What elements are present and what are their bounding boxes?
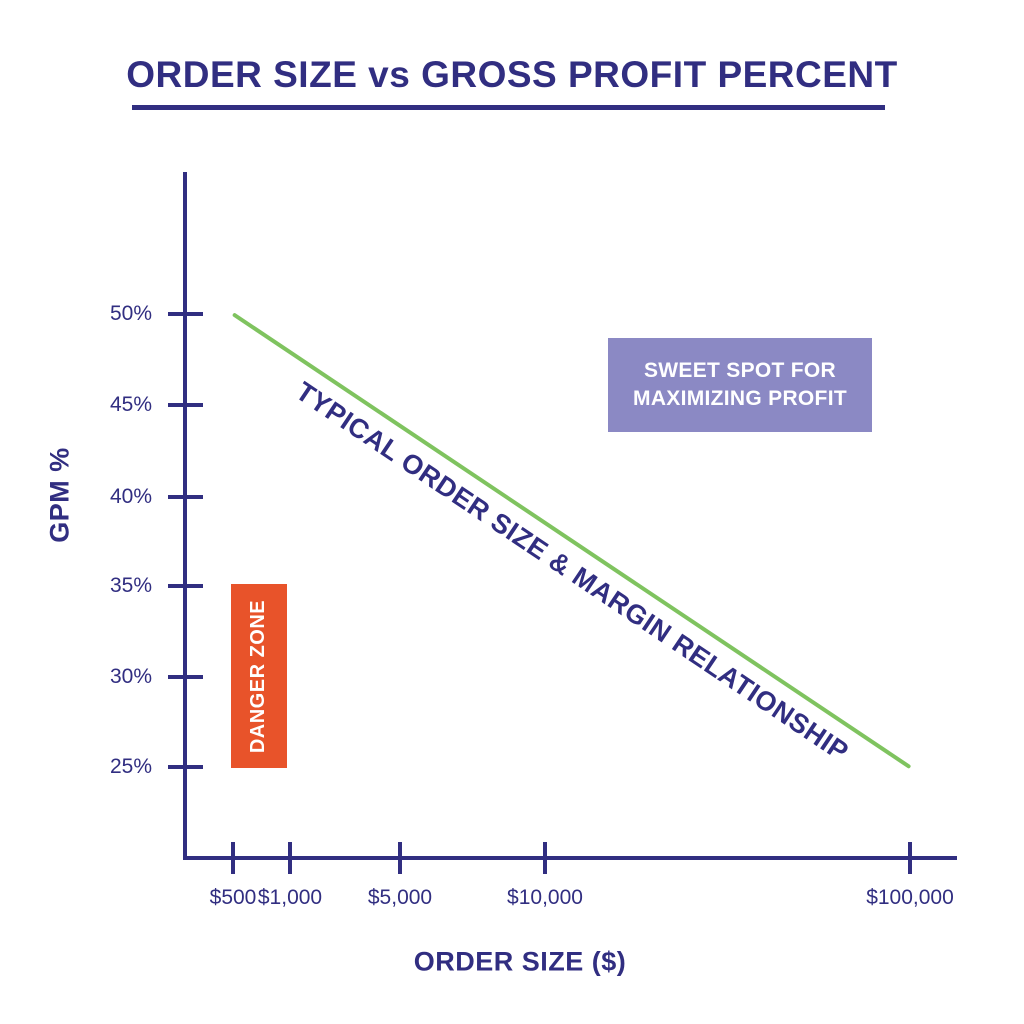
sweet-spot-label-line2: MAXIMIZING PROFIT [633, 387, 847, 410]
danger-zone-label: DANGER ZONE [247, 599, 270, 753]
danger-zone-box: DANGER ZONE [231, 584, 287, 768]
y-tick-label: 30% [109, 665, 152, 688]
y-axis-line [183, 172, 187, 860]
y-tick-label: 50% [109, 302, 152, 325]
y-tick-label: 35% [109, 574, 152, 597]
x-axis-line [183, 856, 957, 860]
x-tick-100000 [908, 842, 912, 874]
x-tick-label: $5,000 [367, 886, 433, 909]
x-tick-label: $100,000 [866, 886, 954, 909]
x-axis-title: ORDER SIZE ($) [413, 946, 627, 977]
x-tick-5000 [398, 842, 402, 874]
y-tick-label: 40% [109, 485, 152, 508]
y-tick-35 [168, 584, 203, 588]
y-tick-30 [168, 675, 203, 679]
x-tick-label: $1,000 [257, 886, 323, 909]
y-tick-50 [168, 312, 203, 316]
y-axis-title: GPM % [44, 447, 75, 543]
x-tick-500 [231, 842, 235, 874]
y-tick-25 [168, 765, 203, 769]
x-tick-label: $10,000 [507, 886, 583, 909]
x-tick-10000 [543, 842, 547, 874]
title-underline [132, 105, 885, 110]
sweet-spot-box: SWEET SPOT FOR MAXIMIZING PROFIT [608, 338, 872, 432]
page-title: ORDER SIZE vs GROSS PROFIT PERCENT [126, 54, 898, 95]
y-tick-label: 25% [109, 755, 152, 778]
sweet-spot-label-line1: SWEET SPOT FOR [643, 359, 837, 382]
trend-line-label: TYPICAL ORDER SIZE & MARGIN RELATIONSHIP [290, 376, 855, 768]
y-tick-label: 45% [109, 393, 152, 416]
x-tick-1000 [288, 842, 292, 874]
y-tick-45 [168, 403, 203, 407]
y-tick-40 [168, 495, 203, 499]
x-tick-label: $500 [209, 886, 257, 909]
